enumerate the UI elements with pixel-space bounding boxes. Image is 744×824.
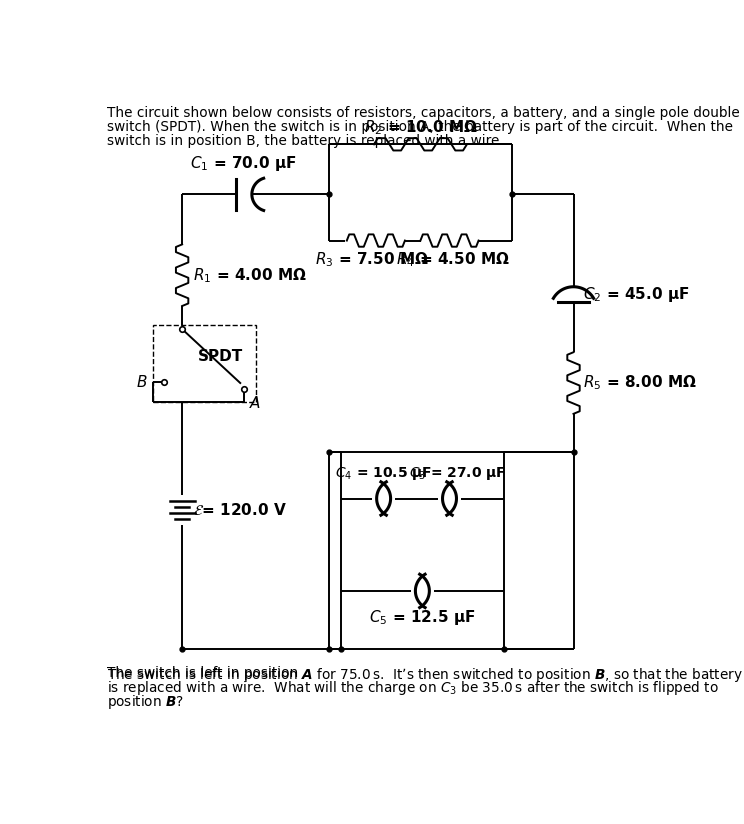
Text: $C_3$ = 27.0 μF: $C_3$ = 27.0 μF [408,465,506,481]
Text: $\mathcal{E}$= 120.0 V: $\mathcal{E}$= 120.0 V [193,502,286,518]
Text: $C_1$ = 70.0 μF: $C_1$ = 70.0 μF [190,154,296,173]
Text: switch (SPDT). When the switch is in position A, the battery is part of the circ: switch (SPDT). When the switch is in pos… [107,119,733,133]
Text: $A$: $A$ [248,396,261,411]
Text: switch is in position B, the battery is replaced with a wire.: switch is in position B, the battery is … [107,133,504,147]
Text: position $\boldsymbol{B}$?: position $\boldsymbol{B}$? [107,693,184,711]
Text: $C_4$ = 10.5 μF: $C_4$ = 10.5 μF [335,465,432,481]
Text: SPDT: SPDT [198,349,243,363]
Text: $C_5$ = 12.5 μF: $C_5$ = 12.5 μF [369,608,475,627]
Text: The circuit shown below consists of resistors, capacitors, a battery, and a sing: The circuit shown below consists of resi… [107,105,744,119]
Text: The switch is left in position: The switch is left in position [107,666,303,680]
Text: $R_5$ = 8.00 MΩ: $R_5$ = 8.00 MΩ [583,373,696,392]
Text: The switch is left in position $\boldsymbol{A}$ for 75.0 s.  It’s then switched : The switch is left in position $\boldsym… [107,666,743,684]
Text: $R_4$ = 4.50 MΩ: $R_4$ = 4.50 MΩ [397,250,510,269]
Text: is replaced with a wire.  What will the charge on $C_3$ be 35.0 s after the swit: is replaced with a wire. What will the c… [107,680,719,697]
Text: $C_2$ = 45.0 μF: $C_2$ = 45.0 μF [583,285,690,304]
Text: $R_3$ = 7.50 MΩ: $R_3$ = 7.50 MΩ [315,250,429,269]
Text: $R_1$ = 4.00 MΩ: $R_1$ = 4.00 MΩ [193,266,307,284]
Text: $B$: $B$ [136,374,148,391]
Text: $R_2$ = 10.0 MΩ: $R_2$ = 10.0 MΩ [364,118,478,137]
Bar [153,325,256,402]
